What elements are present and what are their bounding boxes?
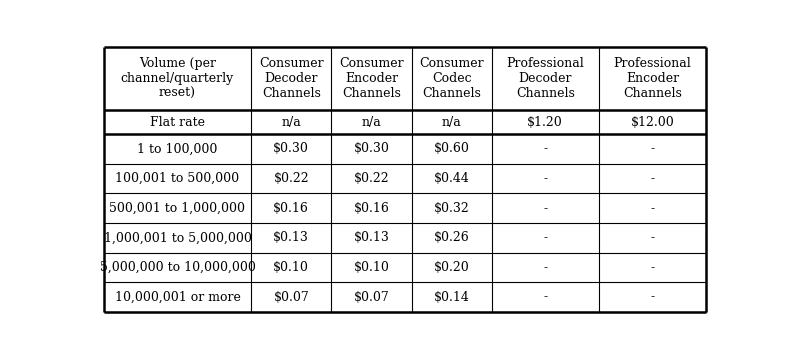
- Text: -: -: [650, 172, 655, 185]
- Text: $0.26: $0.26: [434, 231, 469, 244]
- Text: -: -: [544, 290, 547, 304]
- Text: $0.32: $0.32: [434, 202, 469, 215]
- Text: $0.22: $0.22: [273, 172, 309, 185]
- Text: Consumer
Codec
Channels: Consumer Codec Channels: [419, 57, 484, 100]
- Text: n/a: n/a: [362, 116, 382, 129]
- Text: Professional
Decoder
Channels: Professional Decoder Channels: [506, 57, 584, 100]
- Text: Consumer
Decoder
Channels: Consumer Decoder Channels: [259, 57, 324, 100]
- Text: $0.30: $0.30: [273, 142, 309, 155]
- Text: $0.60: $0.60: [434, 142, 469, 155]
- Text: $12.00: $12.00: [630, 116, 675, 129]
- Text: $0.07: $0.07: [354, 290, 389, 304]
- Text: n/a: n/a: [281, 116, 301, 129]
- Text: -: -: [650, 142, 655, 155]
- Text: n/a: n/a: [442, 116, 461, 129]
- Text: -: -: [544, 172, 547, 185]
- Text: Volume (per
channel/quarterly
reset): Volume (per channel/quarterly reset): [121, 57, 234, 100]
- Text: $0.07: $0.07: [273, 290, 309, 304]
- Text: $0.10: $0.10: [273, 261, 309, 274]
- Text: -: -: [650, 231, 655, 244]
- Text: 100,001 to 500,000: 100,001 to 500,000: [115, 172, 239, 185]
- Text: $0.10: $0.10: [353, 261, 389, 274]
- Text: $0.13: $0.13: [273, 231, 309, 244]
- Text: 5,000,000 to 10,000,000: 5,000,000 to 10,000,000: [100, 261, 255, 274]
- Text: $0.44: $0.44: [434, 172, 469, 185]
- Text: Consumer
Encoder
Channels: Consumer Encoder Channels: [339, 57, 404, 100]
- Text: -: -: [650, 261, 655, 274]
- Text: -: -: [544, 231, 547, 244]
- Text: $0.22: $0.22: [354, 172, 389, 185]
- Text: $0.16: $0.16: [353, 202, 389, 215]
- Text: $0.20: $0.20: [434, 261, 469, 274]
- Text: 10,000,001 or more: 10,000,001 or more: [115, 290, 240, 304]
- Text: Flat rate: Flat rate: [150, 116, 205, 129]
- Text: Professional
Encoder
Channels: Professional Encoder Channels: [614, 57, 691, 100]
- Text: -: -: [650, 290, 655, 304]
- Text: -: -: [544, 142, 547, 155]
- Text: -: -: [544, 202, 547, 215]
- Text: $0.30: $0.30: [353, 142, 389, 155]
- Text: $0.14: $0.14: [434, 290, 469, 304]
- Text: $0.16: $0.16: [273, 202, 309, 215]
- Text: 1,000,001 to 5,000,000: 1,000,001 to 5,000,000: [103, 231, 251, 244]
- Text: -: -: [650, 202, 655, 215]
- Text: -: -: [544, 261, 547, 274]
- Text: 500,001 to 1,000,000: 500,001 to 1,000,000: [110, 202, 246, 215]
- Text: $0.13: $0.13: [353, 231, 389, 244]
- Text: 1 to 100,000: 1 to 100,000: [137, 142, 217, 155]
- Text: $1.20: $1.20: [528, 116, 563, 129]
